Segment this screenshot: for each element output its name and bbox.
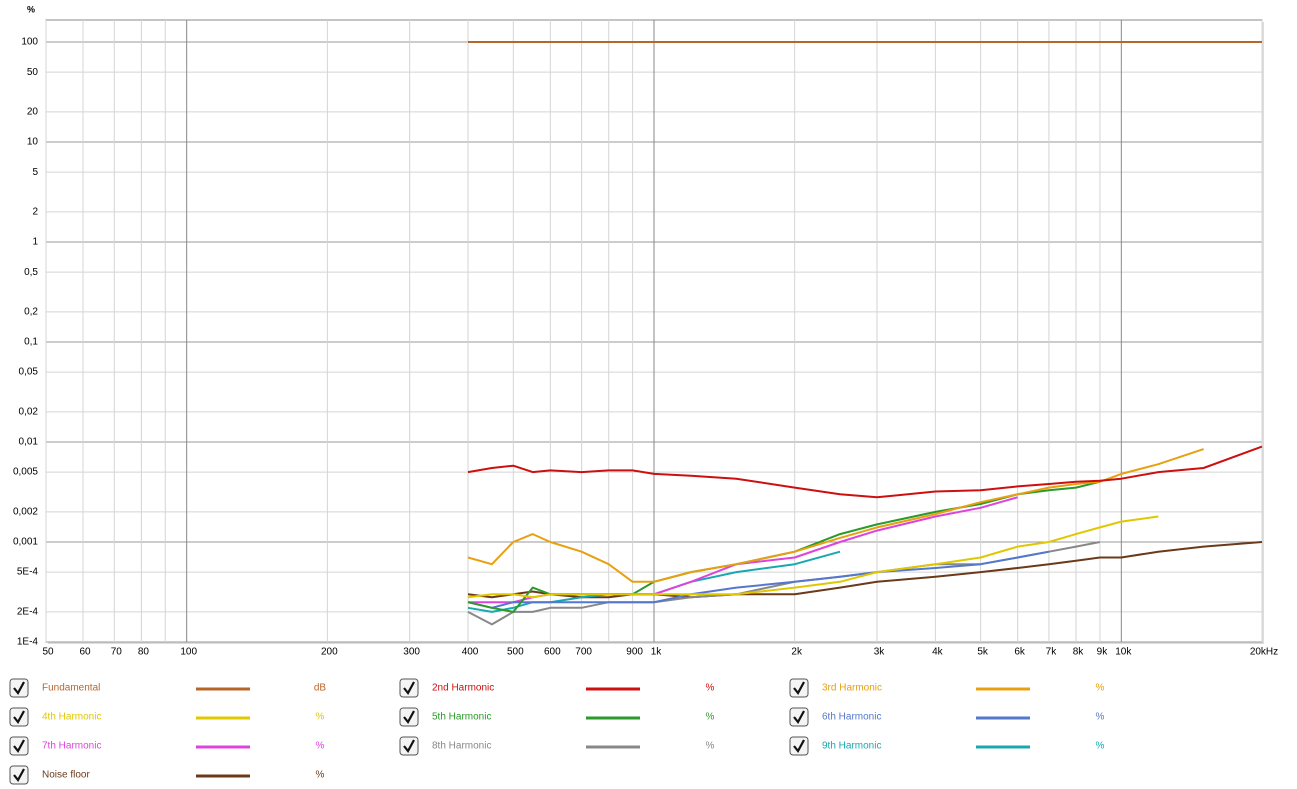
x-tick-label: 2k — [791, 647, 803, 658]
legend-label: Fundamental — [42, 683, 100, 694]
legend-label: 4th Harmonic — [42, 712, 101, 723]
x-tick-label: 3k — [874, 647, 886, 658]
x-tick-label: 5k — [977, 647, 989, 658]
y-tick-label: 2E-4 — [17, 607, 39, 618]
legend-unit: % — [706, 712, 715, 723]
y-tick-label: 20 — [27, 107, 39, 118]
legend-unit: % — [1096, 683, 1105, 694]
x-tick-label: 20kHz — [1250, 647, 1278, 658]
y-tick-label: 0,2 — [24, 307, 38, 318]
legend-unit: % — [1096, 741, 1105, 752]
legend-unit: % — [706, 741, 715, 752]
legend-label: 3rd Harmonic — [822, 683, 882, 694]
y-tick-label: 10 — [27, 137, 39, 148]
y-tick-label: 2 — [32, 207, 38, 218]
y-tick-label: 0,005 — [13, 467, 38, 478]
legend-unit: dB — [314, 683, 327, 694]
legend-checkmark[interactable] — [793, 710, 805, 724]
x-tick-label: 70 — [111, 647, 123, 658]
x-tick-label: 1k — [651, 647, 663, 658]
y-tick-label: 5E-4 — [17, 567, 39, 578]
x-tick-label: 500 — [507, 647, 524, 658]
y-tick-label: 0,02 — [19, 407, 39, 418]
series-line — [467, 550, 1050, 609]
x-tick-label: 6k — [1014, 647, 1026, 658]
legend-label: 9th Harmonic — [822, 741, 881, 752]
y-tick-label: 100 — [21, 37, 38, 48]
y-axis-label: % — [27, 4, 35, 14]
x-tick-label: 4k — [932, 647, 944, 658]
legend-checkbox[interactable] — [9, 765, 29, 785]
legend-label: 2nd Harmonic — [432, 683, 494, 694]
legend-checkmark[interactable] — [403, 681, 415, 695]
legend-unit: % — [316, 741, 325, 752]
series-line — [467, 445, 1263, 499]
legend-checkmark[interactable] — [13, 739, 25, 753]
y-tick-label: 1 — [32, 237, 38, 248]
legend-checkmark[interactable] — [13, 710, 25, 724]
legend-checkmark[interactable] — [13, 681, 25, 695]
legend-checkbox[interactable] — [399, 678, 419, 698]
x-tick-label: 7k — [1046, 647, 1058, 658]
legend-label: 7th Harmonic — [42, 741, 101, 752]
y-tick-label: 0,002 — [13, 507, 38, 518]
x-tick-label: 300 — [403, 647, 420, 658]
legend-checkbox[interactable] — [9, 678, 29, 698]
series-line — [467, 448, 1204, 583]
legend-checkbox[interactable] — [9, 707, 29, 727]
x-tick-label: 9k — [1097, 647, 1109, 658]
y-tick-label: 1E-4 — [17, 637, 39, 648]
x-tick-label: 200 — [321, 647, 338, 658]
x-tick-label: 400 — [462, 647, 479, 658]
legend-label: Noise floor — [42, 770, 90, 781]
y-tick-label: 50 — [27, 67, 39, 78]
y-tick-label: 5 — [32, 167, 38, 178]
legend-checkmark[interactable] — [403, 739, 415, 753]
series-line — [467, 515, 1159, 599]
legend-label: 8th Harmonic — [432, 741, 491, 752]
legend-unit: % — [1096, 712, 1105, 723]
legend-checkmark[interactable] — [793, 681, 805, 695]
legend-checkbox[interactable] — [9, 736, 29, 756]
legend-unit: % — [706, 683, 715, 694]
y-tick-label: 0,05 — [19, 367, 39, 378]
y-tick-label: 0,001 — [13, 537, 38, 548]
x-tick-label: 100 — [180, 647, 197, 658]
x-tick-label: 8k — [1073, 647, 1085, 658]
y-tick-label: 0,1 — [24, 337, 38, 348]
x-tick-label: 60 — [79, 647, 91, 658]
legend-checkbox[interactable] — [399, 736, 419, 756]
y-tick-label: 0,5 — [24, 267, 38, 278]
legend-checkbox[interactable] — [789, 707, 809, 727]
legend-checkmark[interactable] — [793, 739, 805, 753]
legend-checkmark[interactable] — [403, 710, 415, 724]
x-tick-label: 50 — [42, 647, 54, 658]
x-tick-label: 700 — [575, 647, 592, 658]
x-tick-label: 900 — [626, 647, 643, 658]
y-tick-label: 0,01 — [19, 437, 39, 448]
x-tick-label: 600 — [544, 647, 561, 658]
legend-checkmark[interactable] — [13, 768, 25, 782]
legend-unit: % — [316, 770, 325, 781]
legend-checkbox[interactable] — [789, 736, 809, 756]
legend-checkbox[interactable] — [399, 707, 419, 727]
legend-label: 5th Harmonic — [432, 712, 491, 723]
legend-checkbox[interactable] — [789, 678, 809, 698]
legend-unit: % — [316, 712, 325, 723]
x-tick-label: 80 — [138, 647, 150, 658]
x-tick-label: 10k — [1115, 647, 1132, 658]
legend-label: 6th Harmonic — [822, 712, 881, 723]
